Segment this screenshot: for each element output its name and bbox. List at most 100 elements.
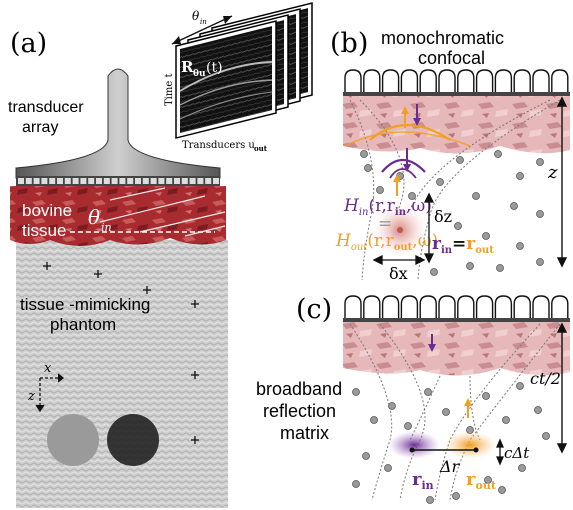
panel-b-title-line1: monochromatic [381, 28, 504, 48]
transducer-element [49, 178, 56, 184]
depth-arrow-c [556, 322, 568, 454]
phantom-label-line2: phantom [50, 315, 116, 334]
probe-element [457, 69, 475, 92]
scatterer [534, 406, 542, 414]
scatterers-b [360, 150, 544, 276]
scatterer [456, 156, 464, 164]
probe-array-b [343, 69, 570, 98]
scatterer [496, 264, 504, 272]
scatterer [436, 178, 444, 186]
rout-label-c: rout [466, 469, 497, 492]
scatterer [408, 192, 416, 200]
scatterer [542, 432, 550, 440]
dt-label: cΔt [504, 444, 530, 462]
matrix-angle-symbol: θ [192, 9, 200, 23]
scatterer [370, 416, 378, 424]
bovine-label-line1: bovine [22, 201, 72, 220]
transducer-element [57, 178, 63, 184]
probe-element [532, 69, 550, 92]
probe-element [400, 295, 419, 318]
scatterer [426, 496, 434, 504]
tissue-layer-b [343, 96, 570, 154]
probe-element [419, 295, 437, 318]
probe-element [475, 69, 494, 92]
scatterer [430, 268, 438, 276]
matrix-time-label: Time t [164, 74, 175, 106]
transducer-element [205, 178, 212, 184]
dz-bracket [423, 192, 435, 264]
panel-c-title-line1: broadband [256, 379, 342, 399]
probe-element [400, 69, 419, 92]
reflected-wavefront-purple [381, 158, 426, 173]
probe-element [457, 295, 475, 318]
scatterer [536, 158, 544, 166]
transducer-element [142, 178, 149, 184]
scatterer [364, 164, 372, 172]
scatterer [466, 262, 474, 270]
phantom-label-line1: tissue -mimicking [20, 295, 150, 314]
coordinate-axes [35, 373, 65, 413]
matrix-R-arg: (t) [206, 60, 223, 76]
panel-b-label: (b) [330, 28, 368, 59]
probe-element [344, 69, 362, 92]
panel-b: (b) monochromatic confocal [330, 28, 570, 283]
front-matrix-slice [175, 20, 277, 139]
angle-axis-arrow [171, 15, 233, 45]
scatterer [516, 242, 524, 250]
tissue-layer-c [343, 322, 570, 376]
scatterer [516, 382, 524, 390]
transducer-element [41, 178, 48, 184]
scatterer [452, 492, 460, 500]
h-equals: = [378, 214, 392, 234]
depth-label-b: z [547, 162, 558, 183]
transducer-elements [16, 176, 220, 186]
axis-z-label: z [27, 389, 35, 404]
transducer-label-line1: transducer [8, 99, 84, 116]
scatterer [362, 452, 370, 460]
scatterer [388, 402, 396, 410]
panel-c-title-line2: reflection [263, 401, 336, 421]
probe-element [438, 69, 456, 92]
probe-element [494, 295, 513, 318]
scatterers-c [352, 382, 550, 504]
probe-element [419, 69, 437, 92]
probe-element [363, 295, 381, 318]
scatterer [536, 258, 544, 266]
point-targets [43, 262, 199, 444]
panel-a-label: (a) [10, 28, 47, 59]
transducer-probe [15, 68, 221, 179]
transducer-element [18, 178, 24, 184]
bovine-label-line2: tissue [22, 221, 66, 240]
dr-label: Δr [439, 457, 461, 476]
probe-element [551, 69, 569, 92]
transducer-element [189, 178, 196, 184]
matrix-R-symbol: R [181, 58, 194, 76]
scatterer [384, 464, 392, 472]
angle-symbol: θ [88, 205, 100, 229]
matrix-transducers-sub: out [254, 144, 268, 153]
transducer-element [119, 178, 126, 184]
transducer-element [64, 178, 71, 184]
transducer-element [127, 178, 134, 184]
transducer-element [33, 178, 40, 184]
h-out-symbol: Hout(r,rout,ω) [335, 231, 438, 253]
hypoechoic-cyst [47, 414, 99, 466]
probe-element [381, 69, 400, 92]
dx-label: δx [389, 264, 408, 283]
dx-bracket [372, 254, 426, 266]
axis-x-label: x [44, 361, 52, 376]
panel-b-title-line2: confocal [418, 48, 485, 68]
transducer-element [181, 178, 188, 184]
transducer-element [135, 178, 141, 184]
probe-element [532, 295, 550, 318]
probe-element [494, 69, 513, 92]
transducer-element [25, 178, 32, 184]
scatterer [510, 202, 518, 210]
rin-focal-blob [388, 431, 440, 459]
scatterer [498, 486, 506, 494]
dz-label: δz [434, 207, 452, 226]
transducer-element [158, 178, 165, 184]
scatterer [482, 392, 490, 400]
transducer-element [96, 178, 102, 184]
probe-array-c [343, 295, 570, 324]
